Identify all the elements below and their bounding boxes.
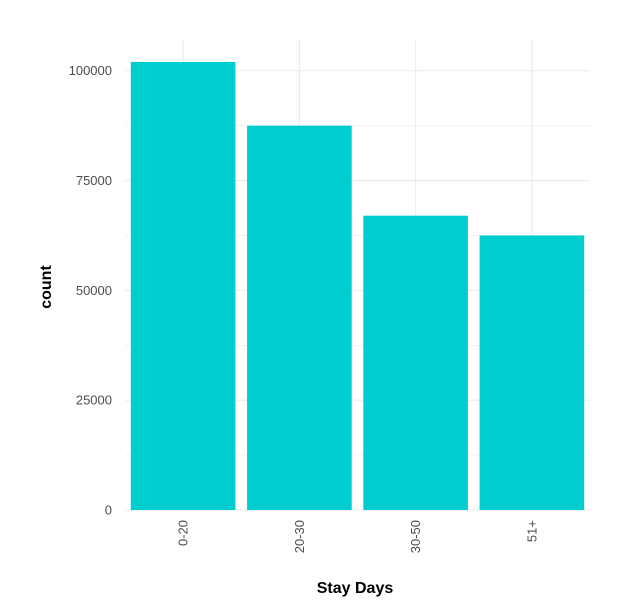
x-tick-label: 30-50 — [408, 520, 423, 553]
y-tick-label: 0 — [105, 503, 112, 518]
x-tick-label: 20-30 — [292, 520, 307, 553]
bars — [130, 61, 585, 510]
bar-51- — [479, 235, 585, 510]
bar-0-20 — [130, 61, 236, 510]
y-tick-label: 50000 — [76, 283, 112, 298]
bar-30-50 — [363, 215, 468, 510]
y-axis-ticks: 0 25000 50000 75000 100000 — [69, 63, 112, 517]
y-tick-label: 25000 — [76, 393, 112, 408]
x-tick-label: 51+ — [524, 520, 539, 542]
x-axis-title: Stay Days — [317, 580, 394, 597]
y-tick-label: 100000 — [69, 63, 112, 78]
y-tick-label: 75000 — [76, 173, 112, 188]
x-axis-ticks: 0-20 20-30 30-50 51+ — [176, 520, 540, 553]
y-axis-title: count — [38, 265, 55, 309]
x-tick-label: 0-20 — [176, 520, 191, 546]
bar-20-30 — [247, 125, 352, 510]
